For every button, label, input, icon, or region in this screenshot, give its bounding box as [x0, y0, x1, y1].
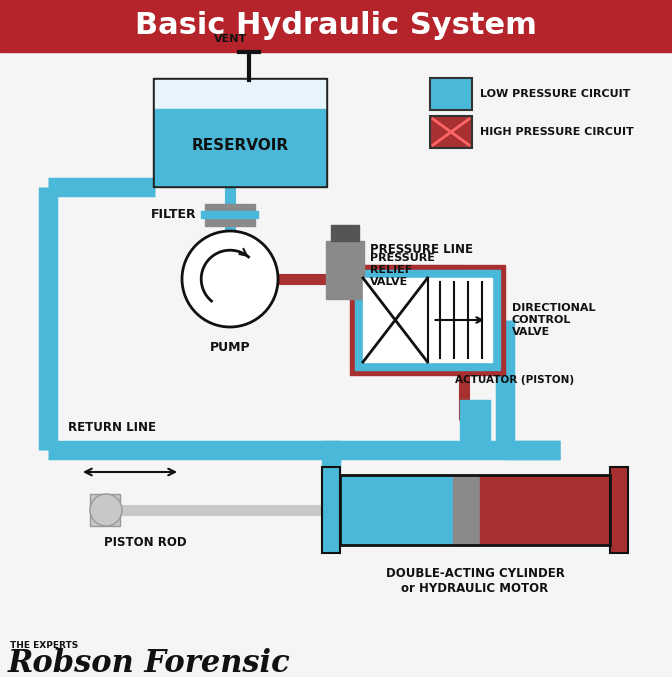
Text: HIGH PRESSURE CIRCUIT: HIGH PRESSURE CIRCUIT [480, 127, 634, 137]
Bar [610, 467, 628, 553]
Text: DIRECTIONAL
CONTROL
VALVE: DIRECTIONAL CONTROL VALVE [512, 303, 595, 336]
Bar [340, 475, 610, 545]
Bar [430, 78, 472, 110]
Text: RETURN LINE: RETURN LINE [68, 421, 156, 434]
Text: THE EXPERTS: THE EXPERTS [10, 640, 78, 649]
Bar [340, 475, 454, 545]
Bar [155, 110, 325, 185]
Text: VENT: VENT [214, 34, 247, 44]
Bar [155, 80, 325, 110]
Bar [350, 265, 505, 375]
Bar [363, 278, 492, 362]
Text: PUMP: PUMP [210, 341, 250, 354]
Bar [430, 116, 472, 148]
Text: PISTON ROD: PISTON ROD [103, 536, 186, 549]
Text: FILTER: FILTER [151, 209, 197, 221]
Text: Robson Forensic: Robson Forensic [8, 647, 291, 677]
Bar [90, 494, 120, 526]
Text: PRESSURE
RELIEF
VALVE: PRESSURE RELIEF VALVE [370, 253, 435, 286]
Circle shape [90, 494, 122, 526]
Text: DOUBLE-ACTING CYLINDER
or HYDRAULIC MOTOR: DOUBLE-ACTING CYLINDER or HYDRAULIC MOTO… [386, 567, 564, 595]
Bar [326, 241, 364, 299]
Text: RESERVOIR: RESERVOIR [192, 137, 288, 152]
Bar [454, 475, 480, 545]
Bar [205, 204, 255, 226]
Bar [355, 270, 500, 370]
Bar [322, 467, 340, 553]
Text: LOW PRESSURE CIRCUIT: LOW PRESSURE CIRCUIT [480, 89, 630, 99]
Bar [460, 400, 490, 440]
Circle shape [182, 231, 278, 327]
Bar [331, 225, 359, 241]
Text: PRESSURE LINE: PRESSURE LINE [370, 243, 473, 256]
Text: Basic Hydraulic System: Basic Hydraulic System [135, 12, 537, 41]
Bar [153, 78, 327, 187]
Text: ACTUATOR (PISTON): ACTUATOR (PISTON) [455, 375, 574, 385]
Bar [0, 0, 672, 52]
Bar [480, 475, 610, 545]
